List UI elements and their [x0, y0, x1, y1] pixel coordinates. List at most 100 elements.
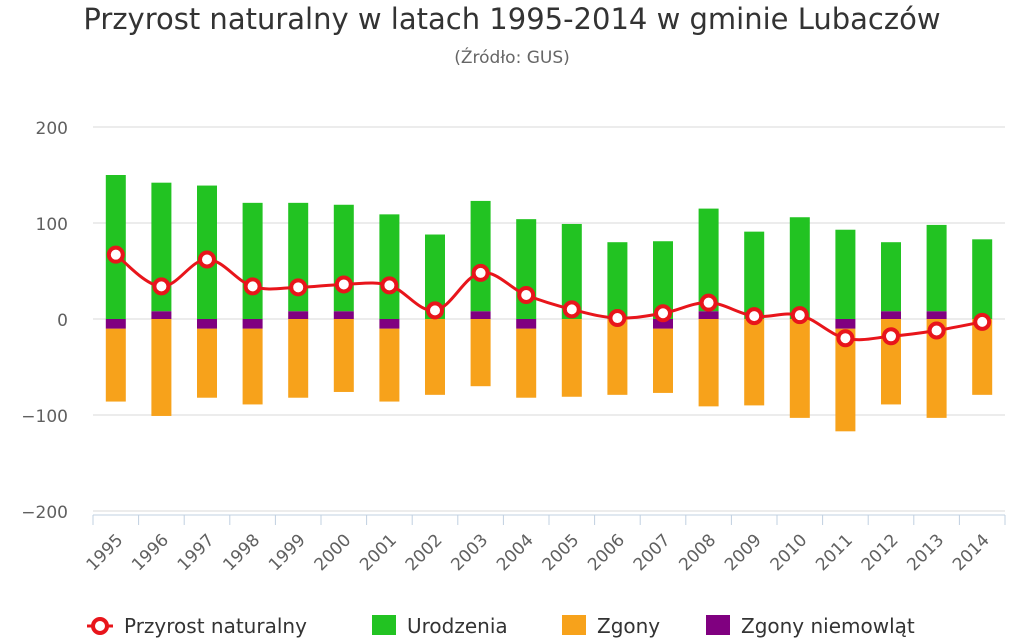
legend-item-zgony-niemowlat[interactable]: Zgony niemowląt	[706, 614, 915, 638]
bar-urodzenia	[425, 234, 445, 319]
bar-zgony	[288, 319, 309, 398]
bar-zgony	[972, 319, 993, 395]
x-tick-label: 2002	[402, 530, 447, 575]
bar-zgony-niemowlat	[105, 319, 126, 329]
x-tick-label: 2010	[767, 530, 812, 575]
x-tick-label: 2000	[311, 530, 356, 575]
bar-urodzenia	[835, 229, 856, 319]
bar-zgony-niemowlat	[151, 311, 172, 319]
bar-zgony-niemowlat	[242, 319, 263, 329]
bar-zgony-niemowlat	[379, 319, 400, 329]
line-point	[106, 245, 125, 264]
legend: Przyrost naturalny Urodzenia Zgony Zgony…	[87, 614, 915, 638]
bar-zgony	[333, 319, 354, 392]
bar-zgony	[379, 328, 400, 402]
bar-zgony	[835, 328, 856, 432]
legend-swatch	[706, 615, 730, 635]
legend-label: Urodzenia	[407, 614, 508, 638]
line-point	[882, 327, 900, 346]
x-tick-label: 2009	[721, 530, 766, 575]
x-tick-label: 1999	[265, 530, 310, 575]
line-point	[790, 306, 809, 325]
bar-urodzenia	[789, 217, 810, 319]
line-point	[334, 275, 353, 294]
line-point	[973, 312, 992, 331]
x-tick-label: 1996	[128, 530, 173, 575]
bar-zgony	[607, 319, 628, 395]
bar-urodzenia	[561, 223, 582, 319]
bar-urodzenia	[653, 241, 673, 319]
line-point	[745, 307, 764, 326]
bar-urodzenia	[516, 219, 537, 319]
bar-zgony	[516, 328, 537, 398]
bar-zgony	[561, 319, 582, 397]
bar-urodzenia	[242, 202, 263, 319]
x-tick-label: 2004	[493, 530, 538, 575]
bar-urodzenia	[470, 200, 491, 312]
x-tick-label: 2011	[812, 530, 857, 575]
line-point	[836, 329, 855, 348]
bar-zgony-niemowlat	[516, 319, 537, 329]
legend-swatch	[562, 615, 586, 635]
x-tick-label: 2007	[630, 530, 675, 575]
line-point	[471, 263, 490, 282]
x-tick-label: 2013	[903, 530, 948, 575]
bar-zgony-niemowlat	[835, 319, 856, 329]
bar-zgony	[789, 319, 810, 418]
bar-zgony	[197, 328, 217, 398]
bar-urodzenia	[607, 242, 628, 319]
y-tick-label: 0	[57, 311, 68, 331]
line-point	[927, 321, 946, 340]
bar-zgony	[698, 319, 719, 407]
bars	[105, 175, 993, 432]
bar-zgony-niemowlat	[288, 311, 309, 319]
bar-urodzenia	[972, 239, 993, 319]
line-point	[562, 300, 581, 319]
x-axis: 1995 1996 1997 1998 1999 2000 2001 2002 2003 2004…	[83, 514, 1006, 575]
bar-zgony-niemowlat	[333, 311, 354, 319]
legend-label: Zgony	[597, 614, 660, 638]
x-tick-label: 2003	[447, 530, 492, 575]
bar-urodzenia	[698, 208, 719, 312]
legend-item-urodzenia[interactable]: Urodzenia	[372, 614, 508, 638]
line-point	[198, 250, 216, 269]
bar-zgony-niemowlat	[653, 319, 673, 329]
y-tick-label: −200	[21, 503, 68, 523]
bar-zgony-niemowlat	[197, 319, 217, 329]
x-tick-label: 1995	[83, 530, 128, 575]
line-point	[517, 286, 536, 304]
bar-zgony	[151, 319, 172, 416]
line-point	[289, 278, 308, 297]
line-point	[380, 276, 399, 295]
legend-label: Zgony niemowląt	[741, 614, 915, 638]
x-tick-label: 2012	[858, 530, 903, 575]
y-tick-label: 200	[36, 119, 68, 139]
bar-zgony-niemowlat	[698, 311, 719, 319]
legend-item-przyrost[interactable]: Przyrost naturalny	[87, 614, 307, 638]
y-axis-ticks: 200 100 0 −100 −200	[21, 119, 68, 523]
chart-subtitle: (Źródło: GUS)	[454, 48, 570, 68]
line-series	[106, 245, 992, 348]
line-point	[243, 277, 262, 296]
line-point	[699, 293, 718, 312]
bar-zgony	[744, 319, 765, 406]
y-tick-label: 100	[36, 215, 68, 235]
line-point	[426, 301, 444, 320]
x-tick-label: 2014	[949, 530, 994, 575]
line-point	[654, 304, 672, 323]
line-point	[152, 277, 171, 296]
bar-urodzenia	[744, 231, 765, 319]
chart-title: Przyrost naturalny w latach 1995-2014 w …	[83, 2, 941, 36]
line-point	[608, 309, 627, 328]
bar-urodzenia	[333, 204, 354, 312]
bar-zgony	[653, 328, 673, 393]
bar-zgony	[470, 319, 491, 387]
bar-urodzenia	[926, 224, 947, 312]
bar-zgony	[926, 319, 947, 418]
x-tick-label: 2001	[356, 530, 401, 575]
x-tick-label: 1997	[174, 530, 219, 575]
y-tick-label: −100	[21, 407, 68, 427]
bar-zgony	[242, 328, 263, 405]
legend-swatch	[372, 615, 396, 635]
legend-item-zgony[interactable]: Zgony	[562, 614, 660, 638]
